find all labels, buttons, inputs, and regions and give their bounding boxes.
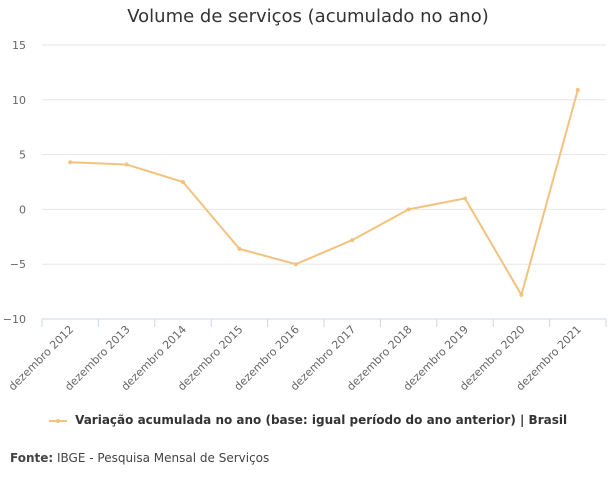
legend-label: Variação acumulada no ano (base: igual p… <box>75 413 568 427</box>
chart-title: Volume de serviços (acumulado no ano) <box>127 6 489 27</box>
y-tick-label: 5 <box>19 149 26 162</box>
data-point <box>181 180 185 184</box>
y-tick-label: 15 <box>12 39 26 52</box>
data-point <box>124 162 129 167</box>
legend-swatch-icon <box>48 416 67 426</box>
source-note: Fonte: IBGE - Pesquisa Mensal de Serviço… <box>10 451 269 465</box>
source-text: IBGE - Pesquisa Mensal de Serviços <box>53 451 270 465</box>
data-point <box>463 196 467 201</box>
data-point <box>237 246 242 251</box>
data-point <box>575 87 580 92</box>
data-point <box>293 262 298 267</box>
data-point <box>68 160 73 165</box>
data-point <box>519 292 524 297</box>
y-tick-label: −5 <box>10 258 26 271</box>
y-tick-label: −10 <box>3 313 26 326</box>
legend[interactable]: Variação acumulada no ano (base: igual p… <box>0 413 616 427</box>
y-tick-label: 10 <box>12 94 26 107</box>
data-point <box>350 238 355 243</box>
data-point <box>406 207 411 212</box>
series-line <box>70 89 579 296</box>
y-tick-label: 0 <box>19 203 26 216</box>
source-label: Fonte: <box>10 451 54 465</box>
